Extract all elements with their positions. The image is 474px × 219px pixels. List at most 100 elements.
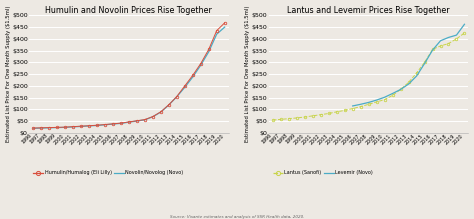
- Title: Humulin and Novolin Prices Rise Together: Humulin and Novolin Prices Rise Together: [46, 5, 212, 14]
- Lantus (Sanofi): [326, 112, 332, 115]
- Lantus (Sanofi): [270, 119, 276, 121]
- Lantus (Sanofi): [429, 48, 435, 51]
- Novolin/Novolog (Novo): [206, 51, 211, 53]
- Humulin/Humalog (Eli Lilly): [222, 21, 228, 24]
- Levemir (Novo): [358, 103, 364, 106]
- Novolin/Novolog (Novo): [38, 127, 44, 129]
- Humulin/Humalog (Eli Lilly): [86, 124, 92, 127]
- Levemir (Novo): [446, 36, 451, 39]
- Lantus (Sanofi): [334, 111, 339, 113]
- Novolin/Novolog (Novo): [62, 126, 68, 129]
- Lantus (Sanofi): [406, 81, 411, 84]
- Novolin/Novolog (Novo): [46, 127, 52, 129]
- Lantus (Sanofi): [382, 98, 387, 101]
- Novolin/Novolog (Novo): [150, 115, 155, 118]
- Humulin/Humalog (Eli Lilly): [62, 126, 68, 128]
- Humulin/Humalog (Eli Lilly): [166, 103, 172, 106]
- Humulin/Humalog (Eli Lilly): [206, 48, 211, 51]
- Novolin/Novolog (Novo): [102, 124, 108, 126]
- Levemir (Novo): [382, 96, 387, 99]
- Humulin/Humalog (Eli Lilly): [94, 124, 100, 127]
- Lantus (Sanofi): [302, 116, 308, 118]
- Novolin/Novolog (Novo): [126, 121, 132, 124]
- Novolin/Novolog (Novo): [54, 126, 60, 129]
- Novolin/Novolog (Novo): [166, 104, 172, 106]
- Humulin/Humalog (Eli Lilly): [30, 127, 36, 129]
- Line: Lantus (Sanofi): Lantus (Sanofi): [272, 32, 465, 121]
- Novolin/Novolog (Novo): [110, 123, 116, 125]
- Novolin/Novolog (Novo): [86, 125, 92, 127]
- Legend: Humulin/Humalog (Eli Lilly), Novolin/Novolog (Novo): Humulin/Humalog (Eli Lilly), Novolin/Nov…: [31, 168, 185, 177]
- Levemir (Novo): [422, 62, 428, 65]
- Humulin/Humalog (Eli Lilly): [182, 85, 188, 87]
- Levemir (Novo): [454, 34, 459, 36]
- Lantus (Sanofi): [422, 61, 428, 64]
- Novolin/Novolog (Novo): [174, 95, 180, 98]
- Y-axis label: Estimated List Price For One Month Supply ($1.5ml): Estimated List Price For One Month Suppl…: [6, 6, 10, 142]
- Humulin/Humalog (Eli Lilly): [126, 121, 132, 123]
- Levemir (Novo): [398, 88, 403, 91]
- Novolin/Novolog (Novo): [70, 125, 76, 128]
- Line: Novolin/Novolog (Novo): Novolin/Novolog (Novo): [33, 27, 225, 128]
- Lantus (Sanofi): [374, 101, 380, 103]
- Lantus (Sanofi): [286, 117, 292, 120]
- Novolin/Novolog (Novo): [134, 120, 140, 122]
- Novolin/Novolog (Novo): [118, 122, 124, 125]
- Novolin/Novolog (Novo): [158, 111, 164, 113]
- Lantus (Sanofi): [294, 117, 300, 119]
- Lantus (Sanofi): [366, 103, 372, 106]
- Novolin/Novolog (Novo): [182, 86, 188, 89]
- Novolin/Novolog (Novo): [214, 33, 219, 35]
- Levemir (Novo): [429, 49, 435, 51]
- Line: Humulin/Humalog (Eli Lilly): Humulin/Humalog (Eli Lilly): [32, 22, 226, 129]
- Humulin/Humalog (Eli Lilly): [134, 119, 140, 122]
- Lantus (Sanofi): [318, 113, 324, 116]
- Line: Levemir (Novo): Levemir (Novo): [353, 24, 465, 106]
- Levemir (Novo): [350, 105, 356, 107]
- Levemir (Novo): [406, 83, 411, 85]
- Levemir (Novo): [390, 92, 395, 95]
- Lantus (Sanofi): [350, 107, 356, 110]
- Novolin/Novolog (Novo): [190, 76, 196, 78]
- Lantus (Sanofi): [342, 109, 347, 112]
- Humulin/Humalog (Eli Lilly): [70, 125, 76, 128]
- Y-axis label: Estimated List Price For One Month Supply ($1.5ml): Estimated List Price For One Month Suppl…: [246, 6, 250, 142]
- Lantus (Sanofi): [310, 115, 316, 117]
- Lantus (Sanofi): [446, 42, 451, 45]
- Lantus (Sanofi): [358, 105, 364, 108]
- Humulin/Humalog (Eli Lilly): [190, 74, 196, 77]
- Text: Source: Visante estimates and analysis of SSR Health data, 2020.: Source: Visante estimates and analysis o…: [170, 215, 304, 219]
- Title: Lantus and Levemir Prices Rise Together: Lantus and Levemir Prices Rise Together: [287, 5, 450, 14]
- Levemir (Novo): [366, 101, 372, 104]
- Humulin/Humalog (Eli Lilly): [142, 118, 148, 121]
- Levemir (Novo): [462, 23, 467, 26]
- Novolin/Novolog (Novo): [142, 118, 148, 121]
- Lantus (Sanofi): [462, 32, 467, 34]
- Lantus (Sanofi): [278, 118, 283, 121]
- Humulin/Humalog (Eli Lilly): [78, 125, 84, 127]
- Humulin/Humalog (Eli Lilly): [198, 62, 203, 65]
- Novolin/Novolog (Novo): [30, 127, 36, 130]
- Lantus (Sanofi): [438, 45, 443, 47]
- Humulin/Humalog (Eli Lilly): [158, 111, 164, 113]
- Humulin/Humalog (Eli Lilly): [46, 126, 52, 129]
- Novolin/Novolog (Novo): [198, 64, 203, 67]
- Novolin/Novolog (Novo): [94, 124, 100, 127]
- Humulin/Humalog (Eli Lilly): [54, 126, 60, 129]
- Lantus (Sanofi): [454, 37, 459, 40]
- Legend: Lantus (Sanofi), Levemir (Novo): Lantus (Sanofi), Levemir (Novo): [271, 168, 375, 177]
- Novolin/Novolog (Novo): [222, 26, 228, 28]
- Humulin/Humalog (Eli Lilly): [38, 127, 44, 129]
- Levemir (Novo): [374, 99, 380, 101]
- Humulin/Humalog (Eli Lilly): [110, 122, 116, 125]
- Lantus (Sanofi): [398, 88, 403, 91]
- Lantus (Sanofi): [414, 72, 419, 74]
- Humulin/Humalog (Eli Lilly): [118, 122, 124, 124]
- Humulin/Humalog (Eli Lilly): [150, 115, 155, 118]
- Humulin/Humalog (Eli Lilly): [174, 95, 180, 98]
- Levemir (Novo): [438, 39, 443, 42]
- Novolin/Novolog (Novo): [78, 125, 84, 128]
- Lantus (Sanofi): [390, 94, 395, 97]
- Levemir (Novo): [414, 75, 419, 77]
- Humulin/Humalog (Eli Lilly): [102, 123, 108, 126]
